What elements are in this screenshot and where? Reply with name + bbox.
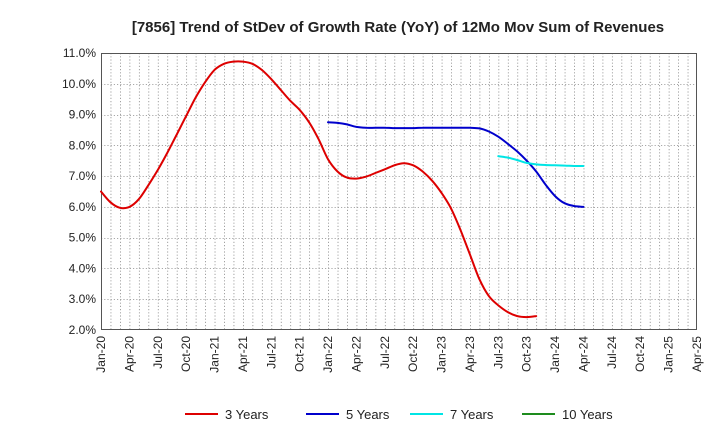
x-tick-label: Apr-20 <box>122 336 136 372</box>
y-tick-label: 6.0% <box>69 200 97 214</box>
y-tick-label: 10.0% <box>62 77 96 91</box>
x-tick-label: Jan-21 <box>208 336 222 373</box>
x-tick-label: Oct-23 <box>520 336 534 372</box>
x-tick-label: Apr-24 <box>576 336 590 372</box>
x-tick-label: Jul-24 <box>605 336 619 369</box>
plot-background <box>101 53 697 330</box>
series-line-3-years <box>100 60 538 319</box>
y-tick-label: 8.0% <box>69 138 97 152</box>
legend: 3 Years 5 Years 7 Years 10 Years <box>185 407 613 422</box>
legend-label-10-years: 10 Years <box>562 407 613 422</box>
y-tick-label: 4.0% <box>69 261 97 275</box>
x-tick-label: Jul-21 <box>264 336 278 369</box>
x-tick-label: Apr-25 <box>690 336 704 372</box>
x-tick-label: Jan-24 <box>548 336 562 373</box>
x-tick-label: Jan-22 <box>321 336 335 373</box>
x-tick-label: Oct-24 <box>633 336 647 372</box>
legend-label-3-years: 3 Years <box>225 407 269 422</box>
x-axis: Jan-20 Apr-20 Jul-20 Oct-20 Jan-21 Apr-21 Jul-… <box>94 336 704 373</box>
y-tick-label: 9.0% <box>69 108 97 122</box>
x-tick-label: Oct-21 <box>293 336 307 372</box>
series-line-5-years <box>327 121 585 208</box>
y-tick-label: 2.0% <box>69 323 97 337</box>
series-line-7-years <box>497 155 585 167</box>
legend-label-7-years: 7 Years <box>450 407 494 422</box>
x-tick-label: Oct-20 <box>179 336 193 372</box>
series-lines <box>100 60 585 319</box>
x-tick-label: Jul-20 <box>151 336 165 369</box>
plot-area <box>101 53 697 330</box>
x-tick-label: Apr-22 <box>349 336 363 372</box>
y-tick-label: 5.0% <box>69 231 97 245</box>
y-tick-label: 11.0% <box>63 46 96 60</box>
x-tick-label: Apr-21 <box>236 336 250 372</box>
y-tick-label: 3.0% <box>69 292 97 306</box>
x-tick-label: Oct-22 <box>406 336 420 372</box>
y-tick-label: 7.0% <box>69 169 97 183</box>
x-tick-label: Jul-22 <box>378 336 392 369</box>
y-axis: 2.0% 3.0% 4.0% 5.0% 6.0% 7.0% 8.0% 9.0% 10.0% 11.… <box>62 46 96 337</box>
x-tick-label: Apr-23 <box>463 336 477 372</box>
chart-title: [7856] Trend of StDev of Growth Rate (Yo… <box>132 19 664 36</box>
legend-label-5-years: 5 Years <box>346 407 390 422</box>
x-tick-label: Jan-20 <box>94 336 108 373</box>
x-tick-label: Jan-25 <box>662 336 676 373</box>
x-tick-label: Jan-23 <box>435 336 449 373</box>
x-tick-label: Jul-23 <box>491 336 505 369</box>
grid <box>101 53 697 330</box>
